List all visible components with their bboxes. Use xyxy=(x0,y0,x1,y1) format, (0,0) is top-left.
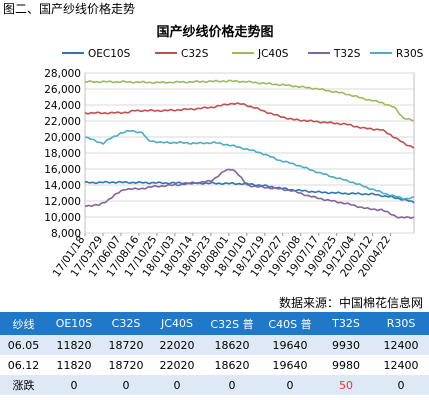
row-change-label: 涨跌 xyxy=(12,379,35,392)
table-cell: 12400 xyxy=(383,358,419,372)
y-tick-label: 20,000 xyxy=(44,132,81,144)
legend-label-r30s: R30S xyxy=(396,48,424,60)
row-date: 06.12 xyxy=(7,358,40,372)
chart-svg: 国产纱线价格走势图 OEC10S C32S JC40S T32S R30S 8,000 1… xyxy=(0,17,429,310)
legend-label-c32s: C32S xyxy=(181,48,209,60)
header-yarn: 纱线 xyxy=(12,317,35,331)
y-tick-label: 18,000 xyxy=(44,148,81,160)
y-tick-label: 10,000 xyxy=(44,212,81,224)
source-note: 数据来源：中国棉花信息网 xyxy=(278,296,423,310)
header-r30s: R30S xyxy=(386,317,416,330)
chart-grid xyxy=(84,72,415,234)
table-cell-increase: 50 xyxy=(339,378,353,392)
legend-label-t32s: T32S xyxy=(333,48,361,60)
header-c40s-pu: C40S 普 xyxy=(268,317,312,331)
chart-background xyxy=(0,17,429,310)
chart-axes: 8,000 10,000 12,000 14,000 16,000 18,000 20,00… xyxy=(44,68,393,279)
series-line-oec10s xyxy=(84,180,415,204)
table-cell: 9980 xyxy=(332,358,360,372)
table-cell: 11820 xyxy=(56,358,92,372)
table-cell: 18620 xyxy=(214,338,250,352)
header-jc40s: JC40S xyxy=(161,317,193,330)
series-line-r30s xyxy=(84,129,415,200)
chart-legend: OEC10S C32S JC40S T32S R30S xyxy=(62,48,424,60)
legend-label-oec10s: OEC10S xyxy=(88,48,131,60)
table-cell: 19640 xyxy=(272,358,308,372)
y-tick-label: 22,000 xyxy=(44,116,81,128)
series-line-jc40s xyxy=(84,79,415,122)
table-row: 06.05 11820 18720 22020 18620 19640 9930… xyxy=(0,335,429,355)
table-cell: 0 xyxy=(397,378,405,392)
header-c32s: C32S xyxy=(111,317,141,330)
table-cell: 0 xyxy=(173,378,181,392)
y-tick-label: 26,000 xyxy=(44,84,81,96)
table-cell: 0 xyxy=(228,378,236,392)
table-cell: 18620 xyxy=(214,358,250,372)
table-cell: 18720 xyxy=(108,338,144,352)
table-cell: 0 xyxy=(70,378,78,392)
y-tick-label: 14,000 xyxy=(44,180,81,192)
chart-series xyxy=(84,79,415,219)
table-cell: 11820 xyxy=(56,338,92,352)
table-cell: 18720 xyxy=(108,358,144,372)
legend-label-jc40s: JC40S xyxy=(257,48,289,60)
figure-caption: 图二、国产纱线价格走势 xyxy=(3,2,136,16)
y-tick-label: 12,000 xyxy=(44,196,81,208)
table-cell: 22020 xyxy=(159,338,195,352)
y-tick-label: 8,000 xyxy=(51,228,81,240)
series-line-t32s xyxy=(84,168,415,219)
chart-title: 国产纱线价格走势图 xyxy=(156,24,273,40)
table-row: 06.12 11820 18720 22020 18620 19640 9980… xyxy=(0,355,429,375)
row-date: 06.05 xyxy=(7,338,40,352)
y-tick-label: 28,000 xyxy=(44,68,81,80)
table-cell: 12400 xyxy=(383,338,419,352)
table-cell: 0 xyxy=(286,378,294,392)
header-t32s: T32S xyxy=(332,317,360,330)
header-oe10s: OE10S xyxy=(55,317,93,330)
table-cell: 22020 xyxy=(159,358,195,372)
table-cell: 19640 xyxy=(272,338,308,352)
price-table: 纱线 OE10S C32S JC40S C32S 普 C40S 普 T32S R… xyxy=(0,312,429,395)
series-line-c32s xyxy=(84,102,415,149)
table-row: 涨跌 0 0 0 0 0 50 0 xyxy=(0,375,429,395)
table-header-row: 纱线 OE10S C32S JC40S C32S 普 C40S 普 T32S R… xyxy=(0,312,429,335)
price-trend-chart: 国产纱线价格走势图 OEC10S C32S JC40S T32S R30S 8,000 1… xyxy=(0,17,429,310)
y-tick-label: 24,000 xyxy=(44,100,81,112)
table-cell: 9930 xyxy=(332,338,360,352)
header-c32s-pu: C32S 普 xyxy=(210,317,254,331)
y-tick-label: 16,000 xyxy=(44,164,81,176)
table-cell: 0 xyxy=(122,378,130,392)
